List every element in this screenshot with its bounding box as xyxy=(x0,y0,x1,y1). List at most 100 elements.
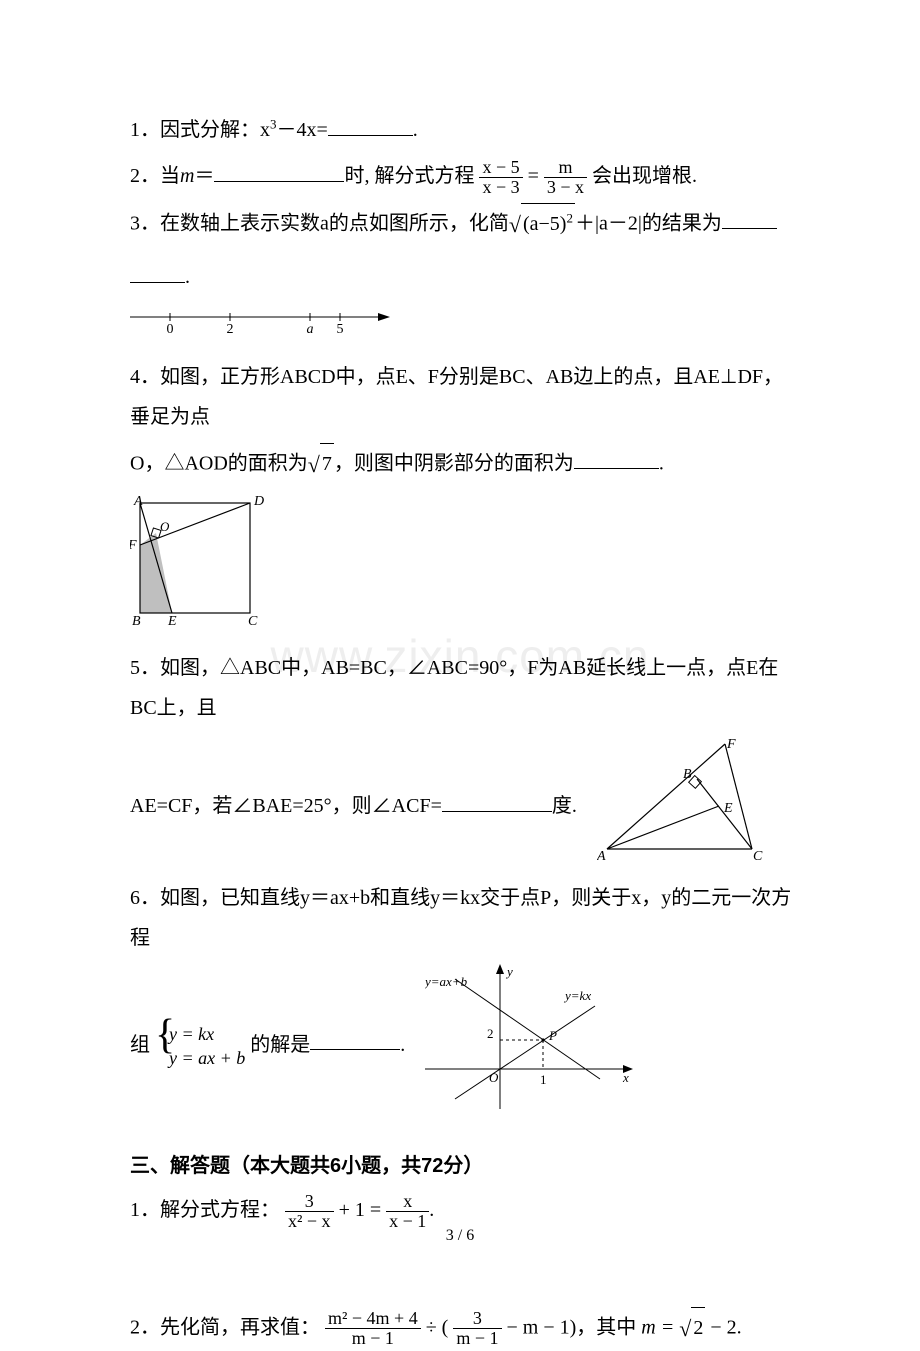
q2-blank xyxy=(214,163,344,182)
q6-system: y = kx y = ax + b xyxy=(155,1022,245,1071)
s3-q1: 1．解分式方程： 3x² − x + 1 = xx − 1. xyxy=(130,1190,800,1231)
q2-b: 时, 解分式方程 xyxy=(344,165,474,187)
fill-q3-line2: . xyxy=(130,257,800,297)
q4-sqrt-val: 7 xyxy=(320,443,334,484)
q6-b: 的解是 xyxy=(250,1033,310,1055)
q2-tail: 会出现增根. xyxy=(592,165,697,187)
svg-text:O: O xyxy=(489,1070,499,1085)
svg-text:A: A xyxy=(133,494,143,509)
q5-blank xyxy=(442,793,552,812)
q6-figure: y x O 1 2 P y=kx y=ax+b xyxy=(425,964,635,1128)
s3q1-a: 解分式方程： xyxy=(160,1199,280,1221)
q5-l2a: AE=CF，若∠BAE=25°，则∠ACF= xyxy=(130,795,442,817)
q3-numberline: 0 2 a 5 xyxy=(130,303,800,351)
svg-text:O: O xyxy=(160,519,170,534)
s3q2-frac2: 3m − 1 xyxy=(453,1309,501,1348)
q4-l2a: O，△AOD的面积为 xyxy=(130,452,308,474)
nl-2: 2 xyxy=(227,322,234,337)
s3q1-f2n: x xyxy=(386,1192,429,1211)
q2-frac1-num: x − 5 xyxy=(479,158,522,177)
fill-q5-row: AE=CF，若∠BAE=25°，则∠ACF= 度. A C B F E xyxy=(130,734,800,878)
q6-blank xyxy=(310,1031,400,1050)
q2-m: m xyxy=(180,165,194,187)
fill-q2: 2．当m＝时, 解分式方程 x − 5x − 3 = m3 − x 会出现增根. xyxy=(130,156,800,197)
q5-l2b: 度. xyxy=(552,795,577,817)
nl-a: a xyxy=(307,322,314,337)
q1-num: 1． xyxy=(130,119,160,141)
q2-eq2: = xyxy=(528,165,539,187)
svg-text:B: B xyxy=(683,767,692,782)
svg-text:E: E xyxy=(723,801,733,816)
q3-a: 在数轴上表示实数a的点如图所示，化简 xyxy=(160,212,509,234)
q6-tail: . xyxy=(400,1033,405,1055)
q1-text-b: －4x= xyxy=(277,119,328,141)
numberline-svg: 0 2 a 5 xyxy=(130,303,390,337)
s3q1-num: 1． xyxy=(130,1199,160,1221)
q1-tail: . xyxy=(413,119,418,141)
s3q1-tail: . xyxy=(429,1199,434,1221)
q4-svg: A D B C E F O xyxy=(130,493,275,628)
svg-text:y=ax+b: y=ax+b xyxy=(425,974,468,989)
s3q2-sqrt: 2 xyxy=(679,1307,705,1351)
s3q2-div: ÷ ( xyxy=(426,1316,449,1338)
q1-blank xyxy=(328,117,413,136)
fill-q6-row: 组 y = kx y = ax + b 的解是. xyxy=(130,964,800,1128)
q2-eq: ＝ xyxy=(194,165,214,187)
s3q2-num: 2． xyxy=(130,1316,160,1338)
fill-q6-l1: 6．如图，已知直线y＝ax+b和直线y＝kx交于点P，则关于x，y的二元一次方程 xyxy=(130,878,800,958)
svg-text:C: C xyxy=(753,849,763,864)
q6-svg: y x O 1 2 P y=kx y=ax+b xyxy=(425,964,635,1114)
q4-l2b: ，则图中阴影部分的面积为 xyxy=(334,452,574,474)
s3q2-a: 先化简，再求值： xyxy=(160,1316,320,1338)
svg-text:C: C xyxy=(248,614,258,628)
q3-sqrt-sup: 2 xyxy=(566,210,573,225)
svg-text:F: F xyxy=(130,538,137,553)
fill-q5-l1: 5．如图，△ABC中，AB=BC，∠ABC=90°，F为AB延长线上一点，点E在… xyxy=(130,648,800,728)
q5-num: 5． xyxy=(130,657,160,679)
q3-num: 3． xyxy=(130,212,160,234)
svg-text:F: F xyxy=(726,737,736,752)
s3q2-meq: m = xyxy=(641,1316,674,1338)
q6-sys-r1: y = kx xyxy=(169,1022,245,1046)
svg-text:B: B xyxy=(132,614,141,628)
s3q1-frac1: 3x² − x xyxy=(285,1192,334,1231)
content: 1．因式分解：x3－4x=. 2．当m＝时, 解分式方程 x − 5x − 3 … xyxy=(130,110,800,1351)
svg-text:A: A xyxy=(597,849,606,864)
q5-text-row: AE=CF，若∠BAE=25°，则∠ACF= 度. xyxy=(130,786,577,826)
svg-text:E: E xyxy=(167,614,177,628)
q1-text-a: 因式分解：x xyxy=(160,119,270,141)
q2-frac1-den: x − 3 xyxy=(479,177,522,197)
q4-line1: 如图，正方形ABCD中，点E、F分别是BC、AB边上的点，且AE⊥DF，垂足为点 xyxy=(130,366,783,428)
svg-text:y=kx: y=kx xyxy=(563,988,591,1003)
s3-q2: 2．先化简，再求值： m² − 4m + 4m − 1 ÷ ( 3m − 1 −… xyxy=(130,1307,800,1351)
q4-figure: A D B C E F O xyxy=(130,493,800,642)
q2-frac2: m3 − x xyxy=(544,158,587,197)
q3-blank2 xyxy=(130,264,185,283)
q5-svg: A C B F E xyxy=(597,734,767,864)
s3q1-mid: + 1 = xyxy=(339,1199,382,1221)
q3-tail2: . xyxy=(185,266,190,288)
q3-plus: ＋|a－2|的结果为 xyxy=(575,212,722,234)
fill-q4-l2: O，△AOD的面积为7，则图中阴影部分的面积为. xyxy=(130,443,800,487)
s3q1-f1n: 3 xyxy=(285,1192,334,1211)
q4-sqrt: 7 xyxy=(308,443,334,487)
fill-q1: 1．因式分解：x3－4x=. xyxy=(130,110,800,150)
s3q2-f1n: m² − 4m + 4 xyxy=(325,1309,421,1328)
s3q2-frac1: m² − 4m + 4m − 1 xyxy=(325,1309,421,1348)
s3q1-f2d: x − 1 xyxy=(386,1211,429,1231)
s3q1-frac2: xx − 1 xyxy=(386,1192,429,1231)
svg-text:P: P xyxy=(548,1028,557,1043)
svg-text:2: 2 xyxy=(487,1026,494,1041)
page: www.zixin.com.cn 1．因式分解：x3－4x=. 2．当m＝时, … xyxy=(0,0,920,1302)
q2-a: 当 xyxy=(160,165,180,187)
svg-text:y: y xyxy=(505,964,513,979)
q6-sys-r2: y = ax + b xyxy=(169,1046,245,1070)
q5-figure: A C B F E xyxy=(597,734,767,878)
q2-frac2-den: 3 − x xyxy=(544,177,587,197)
q2-num: 2． xyxy=(130,165,160,187)
fill-q3: 3．在数轴上表示实数a的点如图所示，化简(a−5)2＋|a－2|的结果为 xyxy=(130,203,800,247)
s3q2-f2n: 3 xyxy=(453,1309,501,1328)
s3q2-minus2: − 2 xyxy=(710,1316,736,1338)
q2-frac2-num: m xyxy=(544,158,587,177)
nl-5: 5 xyxy=(337,322,344,337)
